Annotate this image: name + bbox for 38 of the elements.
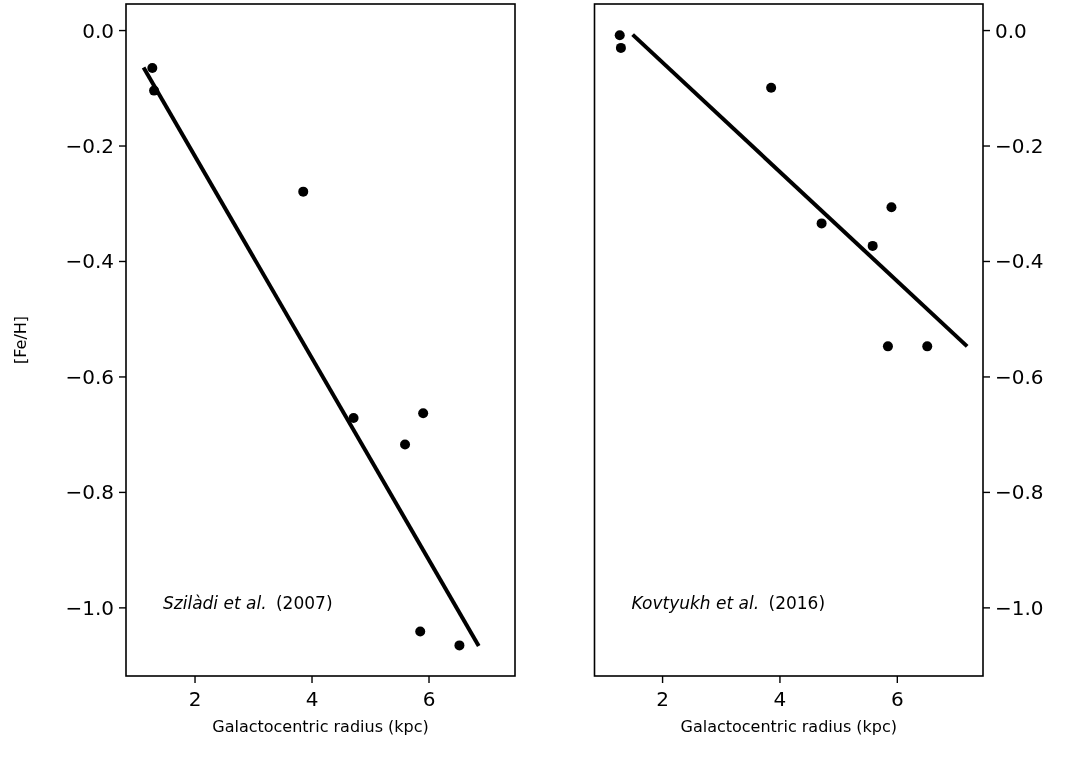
- x-tick-label: 4: [305, 687, 319, 711]
- x-axis-title: Galactocentric radius (kpc): [212, 717, 429, 736]
- point: [400, 439, 411, 450]
- x-tick-label: 2: [188, 687, 202, 711]
- point: [886, 202, 897, 213]
- y2-tick-label: −0.8: [995, 480, 1044, 505]
- y2-tick-label: 0.0: [995, 18, 1027, 43]
- y-tick-label: −0.6: [65, 364, 114, 389]
- point: [614, 30, 625, 41]
- x-axis-title: Galactocentric radius (kpc): [680, 717, 898, 736]
- y2-tick-label: −0.6: [995, 364, 1044, 389]
- y-tick-label: −1.0: [65, 595, 114, 620]
- point: [922, 341, 933, 352]
- y2-tick-label: −1.0: [995, 595, 1044, 620]
- point: [348, 412, 359, 423]
- y2-tick-label: −0.2: [995, 134, 1044, 159]
- y-axis-title: [Fe/H]: [11, 315, 30, 365]
- point: [615, 42, 626, 53]
- y-tick-label: −0.8: [65, 480, 114, 505]
- y-tick-label: −0.4: [65, 249, 114, 274]
- annotation: Kovtyukh et al. (2016): [631, 593, 826, 613]
- annotation: Szilàdi et al. (2007): [163, 593, 333, 613]
- point: [415, 626, 426, 637]
- y2-tick-label: −0.4: [995, 249, 1044, 274]
- point: [867, 240, 878, 251]
- point: [147, 63, 158, 74]
- x-tick-label: 2: [656, 687, 669, 711]
- point: [816, 218, 827, 229]
- y-tick-label: −0.2: [65, 134, 114, 159]
- x-tick-label: 6: [422, 687, 436, 711]
- point: [298, 186, 309, 197]
- point: [882, 341, 893, 352]
- point: [418, 408, 429, 419]
- y-tick-label: 0.0: [82, 18, 114, 43]
- x-tick-label: 4: [773, 687, 787, 711]
- point: [766, 82, 777, 93]
- point: [454, 640, 465, 651]
- x-tick-label: 6: [890, 687, 904, 711]
